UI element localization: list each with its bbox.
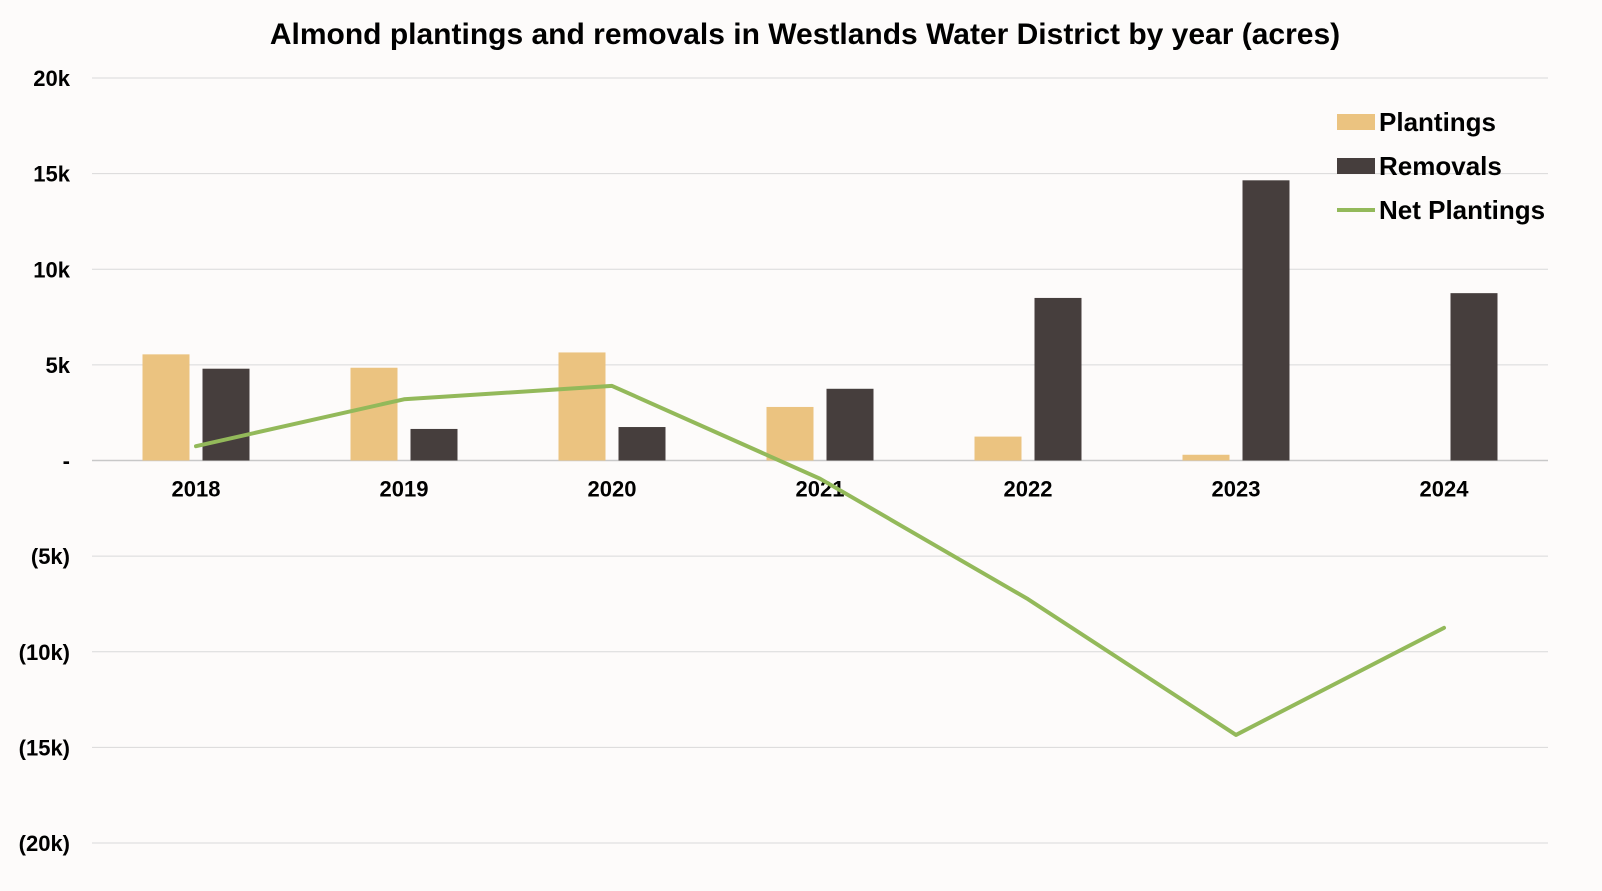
y-axis: 20k 15k 10k 5k - (5k) (10k) (15k) (20k)	[19, 66, 71, 856]
x-tick-label: 2023	[1212, 477, 1261, 502]
legend-swatch-plantings	[1337, 114, 1375, 130]
x-tick-label: 2018	[172, 477, 221, 502]
removals-bar-2022	[1034, 297, 1082, 461]
plantings-bar-2023	[1182, 454, 1230, 461]
legend-label-removals: Removals	[1379, 151, 1502, 181]
y-tick-label: (10k)	[19, 640, 70, 665]
removals-bar-2023	[1242, 180, 1290, 461]
legend: Plantings Removals Net Plantings	[1337, 107, 1545, 225]
x-axis: 2018 2019 2020 2021 2022 2023 2024	[172, 477, 1470, 502]
gridlines	[92, 77, 1548, 844]
y-tick-label: 5k	[46, 353, 71, 378]
legend-label-net-plantings: Net Plantings	[1379, 195, 1545, 225]
legend-swatch-removals	[1337, 158, 1375, 174]
chart-title: Almond plantings and removals in Westlan…	[270, 18, 1340, 51]
x-tick-label: 2022	[1004, 477, 1053, 502]
plantings-bar-2021	[766, 406, 814, 461]
x-tick-label: 2019	[380, 477, 429, 502]
removals-bar-2018	[202, 368, 250, 461]
plantings-bar-2022	[974, 436, 1022, 461]
legend-label-plantings: Plantings	[1379, 107, 1496, 137]
removals-bar-2020	[618, 427, 666, 461]
net-plantings-line-layer	[194, 383, 1446, 737]
removals-bar-2024	[1450, 293, 1498, 461]
y-tick-label: 15k	[33, 162, 70, 187]
y-tick-label: (5k)	[31, 544, 70, 569]
y-tick-label: (15k)	[19, 735, 70, 760]
plantings-bar-2018	[142, 354, 190, 461]
y-tick-label: 10k	[33, 257, 70, 282]
x-tick-label: 2020	[588, 477, 637, 502]
x-tick-label: 2024	[1420, 477, 1470, 502]
net-plantings-line	[194, 383, 1446, 737]
removals-bar-2019	[410, 428, 458, 461]
y-tick-label: -	[63, 449, 70, 474]
bars	[142, 180, 1498, 461]
plantings-bar-2019	[350, 367, 398, 461]
plantings-bar-2020	[558, 352, 606, 461]
y-tick-label: (20k)	[19, 831, 70, 856]
y-tick-label: 20k	[33, 66, 70, 91]
removals-bar-2021	[826, 388, 874, 461]
